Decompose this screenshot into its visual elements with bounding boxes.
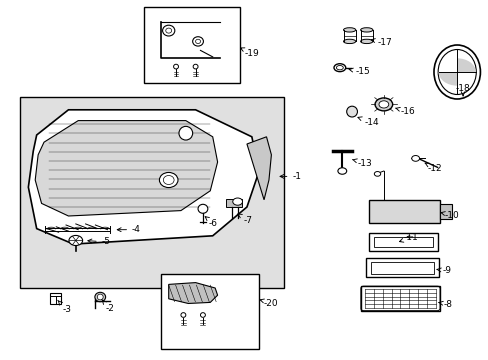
PathPatch shape: [35, 121, 217, 216]
Text: -7: -7: [238, 214, 252, 225]
Ellipse shape: [378, 101, 388, 108]
Ellipse shape: [173, 64, 178, 69]
Ellipse shape: [179, 126, 192, 140]
Text: -19: -19: [240, 48, 259, 58]
Ellipse shape: [95, 292, 105, 302]
Text: -13: -13: [352, 158, 372, 168]
Ellipse shape: [374, 172, 380, 176]
Ellipse shape: [360, 28, 372, 32]
Ellipse shape: [162, 25, 175, 36]
Ellipse shape: [193, 64, 198, 69]
Text: -6: -6: [205, 217, 217, 228]
Text: -10: -10: [440, 211, 459, 220]
Ellipse shape: [411, 156, 419, 161]
Bar: [225, 199, 241, 207]
Text: -20: -20: [260, 298, 278, 307]
Ellipse shape: [195, 39, 200, 44]
Ellipse shape: [374, 98, 392, 111]
Bar: [50, 293, 61, 304]
Text: -18: -18: [455, 84, 469, 96]
Ellipse shape: [200, 312, 205, 318]
Bar: [439, 204, 451, 219]
Ellipse shape: [232, 198, 242, 205]
Ellipse shape: [192, 37, 203, 46]
Wedge shape: [438, 72, 456, 86]
Text: -17: -17: [370, 38, 391, 47]
Ellipse shape: [337, 168, 346, 174]
Text: -8: -8: [438, 300, 452, 309]
Ellipse shape: [198, 204, 207, 213]
Ellipse shape: [336, 66, 343, 70]
Text: -3: -3: [58, 300, 71, 314]
PathPatch shape: [28, 110, 259, 244]
Text: -1: -1: [280, 172, 301, 181]
Bar: [365, 258, 438, 277]
Text: -5: -5: [88, 238, 110, 247]
Bar: [368, 200, 439, 223]
Text: -9: -9: [436, 266, 450, 275]
Bar: [360, 286, 439, 311]
Bar: [144, 7, 239, 83]
PathPatch shape: [168, 283, 217, 303]
Ellipse shape: [69, 235, 82, 246]
Text: -2: -2: [102, 300, 114, 313]
Ellipse shape: [433, 45, 479, 99]
Ellipse shape: [163, 175, 174, 184]
Ellipse shape: [181, 312, 185, 318]
Text: -12: -12: [424, 163, 442, 173]
Bar: [20, 97, 283, 288]
Ellipse shape: [159, 172, 178, 188]
Ellipse shape: [346, 106, 357, 117]
Wedge shape: [456, 58, 475, 72]
Text: -16: -16: [395, 107, 415, 116]
Text: -4: -4: [117, 225, 141, 234]
Text: -15: -15: [348, 68, 369, 77]
Ellipse shape: [343, 28, 355, 32]
Ellipse shape: [165, 28, 171, 33]
PathPatch shape: [246, 137, 271, 200]
Bar: [370, 262, 433, 274]
Bar: [161, 274, 259, 349]
Text: -14: -14: [357, 117, 378, 127]
Ellipse shape: [437, 49, 475, 94]
Ellipse shape: [343, 39, 355, 44]
Ellipse shape: [97, 294, 103, 300]
Text: -11: -11: [399, 233, 418, 242]
Bar: [368, 233, 437, 251]
Ellipse shape: [360, 39, 372, 44]
Ellipse shape: [333, 64, 345, 72]
Bar: [373, 237, 432, 247]
